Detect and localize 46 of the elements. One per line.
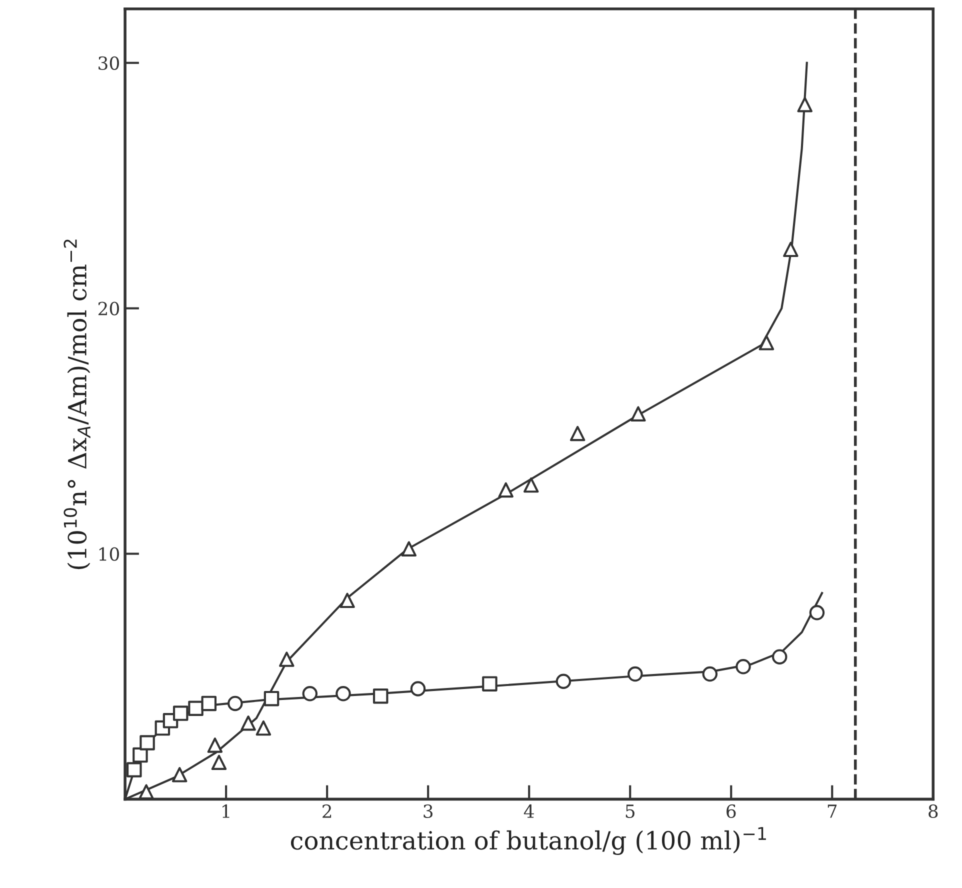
x-axis-title: concentration of butanol/g (100 ml)$^{−1}$ <box>290 827 766 855</box>
point <box>702 666 718 682</box>
point <box>256 720 272 736</box>
point <box>336 686 351 702</box>
point <box>132 747 148 763</box>
point <box>401 541 417 556</box>
y-axis-title: (10$^{10}$n° Δx$_{A}$/Am)/mol cm$^{−2}$ <box>64 240 90 570</box>
point <box>302 686 318 702</box>
point <box>340 592 355 608</box>
point <box>783 242 798 258</box>
point <box>809 605 825 620</box>
x-tick-label: 8 <box>928 804 938 818</box>
point <box>630 406 646 422</box>
point <box>140 735 155 750</box>
x-tick-label: 2 <box>322 804 332 818</box>
point <box>188 700 204 716</box>
point <box>264 690 280 706</box>
point <box>211 754 227 770</box>
x-tick-label: 6 <box>726 804 736 818</box>
point <box>279 652 294 667</box>
point <box>172 706 188 721</box>
point <box>410 681 426 696</box>
point <box>482 676 498 692</box>
point <box>172 767 188 782</box>
point <box>797 96 812 112</box>
point <box>523 477 539 493</box>
point <box>628 666 643 682</box>
point <box>570 426 586 442</box>
x-tick-label: 1 <box>222 804 230 818</box>
point <box>556 674 572 690</box>
point <box>201 696 217 712</box>
y-tick-label: 30 <box>98 56 119 70</box>
y-tick-label: 10 <box>99 547 119 561</box>
point <box>126 762 142 778</box>
point <box>240 715 256 731</box>
point <box>772 649 788 664</box>
y-tick-label: 20 <box>98 302 119 316</box>
point <box>498 482 514 498</box>
point <box>372 688 388 704</box>
point <box>207 738 223 753</box>
x-tick-label: 7 <box>828 804 837 818</box>
point <box>736 659 751 674</box>
x-tick-label: 5 <box>626 804 634 818</box>
point <box>228 696 243 712</box>
x-tick-label: 3 <box>424 804 432 818</box>
x-tick-label: 4 <box>524 804 534 818</box>
